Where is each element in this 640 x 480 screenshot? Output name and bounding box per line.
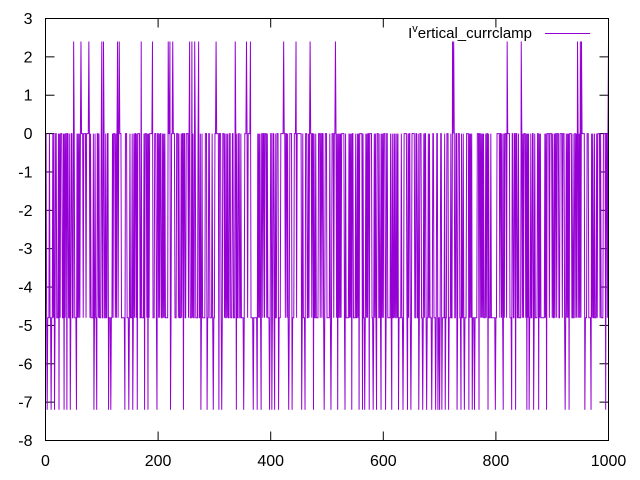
y-tick-label: -3 <box>18 241 32 258</box>
y-tick-label: 2 <box>24 49 33 66</box>
plot-border <box>45 18 609 441</box>
y-axis: -8 -7 -6 -5 -4 -3 -2 -1 0 1 2 3 <box>18 11 609 450</box>
y-tick-label: 0 <box>24 126 33 143</box>
y-tick-label: 1 <box>24 88 33 105</box>
y-tick-label: -4 <box>18 280 32 297</box>
series-line-vertical-currclamp <box>45 41 609 410</box>
x-tick-label: 800 <box>483 453 510 470</box>
legend-label: Ivertical_currclamp <box>408 23 532 42</box>
x-tick-label: 600 <box>370 453 397 470</box>
x-tick-label: 0 <box>41 453 50 470</box>
y-tick-label: -6 <box>18 356 32 373</box>
y-tick-label: -7 <box>18 395 32 412</box>
x-tick-label: 200 <box>145 453 172 470</box>
legend: Ivertical_currclamp <box>408 23 590 42</box>
y-tick-label: -5 <box>18 318 32 335</box>
y-tick-label: -8 <box>18 433 32 450</box>
x-tick-label: 1000 <box>591 453 627 470</box>
y-tick-label: -2 <box>18 203 32 220</box>
y-tick-label: -1 <box>18 164 32 181</box>
y-tick-label: 3 <box>24 11 33 28</box>
x-axis: 0 200 400 600 800 1000 <box>41 18 627 470</box>
x-tick-label: 400 <box>257 453 284 470</box>
